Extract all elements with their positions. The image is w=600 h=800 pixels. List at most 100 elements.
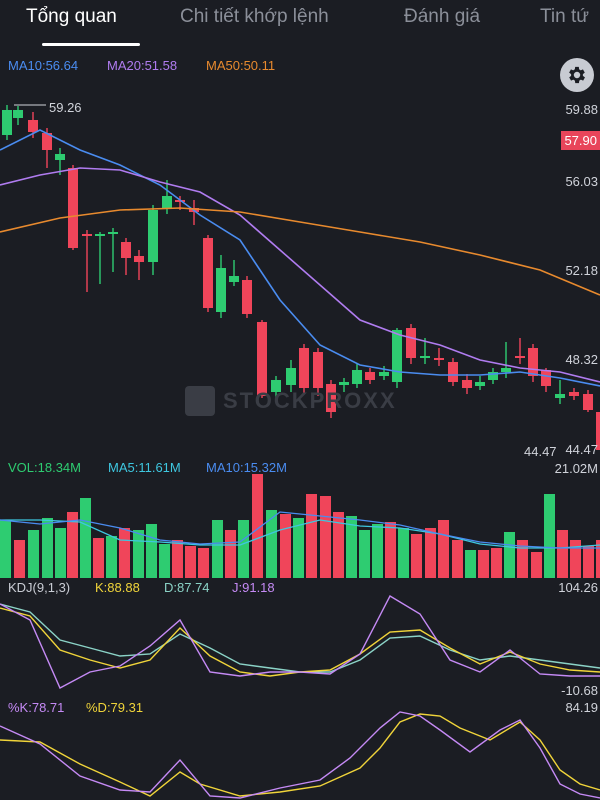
volume-ma10-line — [0, 511, 600, 549]
candle-body — [68, 168, 78, 248]
volume-axis-max: 21.02M — [554, 461, 598, 476]
volume-bar — [306, 494, 317, 578]
candle-body — [541, 370, 551, 386]
candle-body — [95, 234, 105, 236]
settings-button[interactable] — [560, 58, 594, 92]
volume-bar — [411, 534, 422, 578]
legend-ma20: MA20:51.58 — [107, 58, 178, 73]
volume-bar — [266, 510, 277, 578]
candle-body — [569, 392, 579, 396]
volume-bar — [293, 518, 304, 578]
stoch-d-line — [0, 713, 600, 797]
tab-rating[interactable]: Đánh giá — [404, 6, 481, 27]
kdj-axis-min: -10.68 — [561, 683, 598, 698]
legend-kdj-j: J:91.18 — [232, 580, 275, 595]
candle-body — [475, 382, 485, 386]
candle-body — [82, 234, 92, 236]
volume-bar — [159, 544, 170, 578]
watermark: STOCKPROXX — [185, 386, 397, 416]
candle-body — [583, 394, 593, 410]
candle-body — [313, 352, 323, 388]
active-tab-indicator — [42, 43, 140, 46]
candle-body — [555, 394, 565, 398]
high-price-marker: 59.26 — [49, 100, 82, 115]
legend-kdj-k: K:88.88 — [95, 580, 140, 595]
volume-bar — [198, 548, 209, 578]
current-price-tag: 57.90 — [561, 131, 600, 150]
candle-body — [406, 328, 416, 358]
volume-bar — [346, 516, 357, 578]
volume-bar — [320, 496, 331, 578]
ma50-line — [0, 207, 600, 296]
candle-body — [339, 382, 349, 385]
volume-bar — [146, 524, 157, 578]
candle-body — [271, 380, 281, 392]
candle-body — [392, 330, 402, 382]
candle-body — [462, 380, 472, 388]
tab-overview[interactable]: Tổng quan — [26, 6, 117, 27]
volume-bar — [133, 530, 144, 578]
volume-bar — [425, 528, 436, 578]
volume-bar — [212, 520, 223, 578]
volume-bar — [42, 518, 53, 578]
candle-body — [488, 372, 498, 380]
legend-stoch-d: %D:79.31 — [86, 700, 144, 715]
volume-bar — [28, 530, 39, 578]
stoch-k-line — [0, 711, 600, 799]
volume-bar — [280, 514, 291, 578]
volume-bar — [225, 530, 236, 578]
watermark-text: STOCKPROXX — [223, 388, 397, 413]
candle-body — [352, 370, 362, 384]
legend-stoch-k: %K:78.71 — [8, 700, 65, 715]
price-axis-label: 52.18 — [565, 263, 598, 278]
candle-body — [216, 268, 226, 312]
legend-volume-ma5: MA5:11.61M — [108, 460, 181, 475]
kdj-j-line — [0, 595, 600, 689]
candle-body — [42, 133, 52, 150]
price-axis-label: 48.32 — [565, 352, 598, 367]
price-axis-label: 44.47 — [565, 442, 598, 457]
tab-news[interactable]: Tin tứ — [540, 6, 589, 27]
volume-bar — [438, 520, 449, 578]
candle-body — [162, 196, 172, 208]
volume-bar — [93, 538, 104, 578]
candle-body — [515, 356, 525, 358]
tab-bar: Tổng quan Chi tiết khớp lệnh Đánh giá Ti… — [0, 0, 600, 52]
ma10-line — [0, 129, 600, 387]
volume-bar — [333, 512, 344, 578]
kdj-d-line — [0, 603, 600, 673]
gear-icon — [569, 66, 585, 84]
volume-bar — [172, 540, 183, 578]
volume-bar — [504, 532, 515, 578]
price-axis-label: 56.03 — [565, 174, 598, 189]
volume-bar — [465, 550, 476, 578]
candle-body — [596, 412, 600, 450]
candle-body — [28, 120, 38, 132]
tab-trade-details[interactable]: Chi tiết khớp lệnh — [180, 6, 329, 27]
candle-body — [365, 372, 375, 380]
volume-bar — [106, 536, 117, 578]
legend-kdj-d: D:87.74 — [164, 580, 210, 595]
legend-volume-ma10: MA10:15.32M — [206, 460, 287, 475]
volume-bar — [583, 546, 594, 578]
candle-body — [299, 348, 309, 388]
kdj-k-line — [0, 607, 600, 677]
volume-bar — [385, 522, 396, 578]
volume-bar — [557, 530, 568, 578]
candle-body — [434, 358, 444, 360]
volume-bar — [359, 530, 370, 578]
volume-bar — [238, 520, 249, 578]
volume-bar — [55, 528, 66, 578]
candle-body — [203, 238, 213, 308]
volume-bar — [452, 540, 463, 578]
volume-bar — [67, 512, 78, 578]
candle-body — [229, 276, 239, 282]
volume-bar — [0, 520, 11, 578]
candle-body — [121, 242, 131, 258]
volume-ma5-line — [0, 519, 600, 549]
legend-volume: VOL:18.34M — [8, 460, 81, 475]
stoch-axis-max: 84.19 — [565, 700, 598, 715]
kdj-title: KDJ(9,1,3) — [8, 580, 71, 595]
volume-bar — [478, 550, 489, 578]
